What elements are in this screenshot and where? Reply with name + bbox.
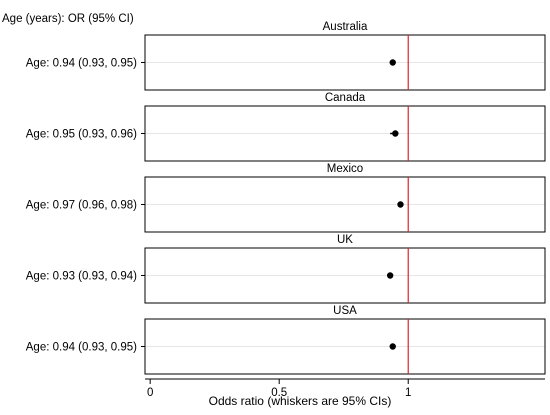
x-tick-label: 0 <box>147 387 153 399</box>
row-label: Age: 0.94 (0.93, 0.95) <box>26 58 137 70</box>
row-label: Age: 0.94 (0.93, 0.95) <box>26 342 137 354</box>
panels-group: Australia Age: 0.94 (0.93, 0.95) Canada Age… <box>26 21 546 375</box>
odds-ratio-point <box>389 59 396 66</box>
x-axis: 0 0.5 1 <box>145 378 545 399</box>
odds-ratio-point <box>386 272 394 279</box>
panel: Mexico Age: 0.97 (0.96, 0.98) <box>26 163 546 233</box>
x-tick-label: 0.5 <box>271 387 287 399</box>
row-label: Age: 0.97 (0.96, 0.98) <box>26 200 137 212</box>
panel: USA Age: 0.94 (0.93, 0.95) <box>26 305 546 375</box>
odds-ratio-point <box>392 130 399 137</box>
panel: Canada Age: 0.95 (0.93, 0.96) <box>26 92 546 162</box>
row-label: Age: 0.95 (0.93, 0.96) <box>26 129 137 141</box>
row-label: Age: 0.93 (0.93, 0.94) <box>26 271 137 283</box>
panel-title: Mexico <box>327 163 363 175</box>
x-tick-label: 1 <box>405 387 411 399</box>
panel-title: USA <box>333 305 357 317</box>
panel-title: UK <box>337 234 353 246</box>
x-axis-label: Odds ratio (whiskers are 95% CIs) <box>209 394 392 408</box>
header-label: Age (years): OR (95% CI) <box>2 13 134 25</box>
odds-ratio-point <box>389 343 396 350</box>
panel: UK Age: 0.93 (0.93, 0.94) <box>26 234 546 304</box>
panel-title: Canada <box>325 92 366 104</box>
panel: Australia Age: 0.94 (0.93, 0.95) <box>26 21 546 91</box>
odds-ratio-point <box>397 201 404 208</box>
panel-title: Australia <box>323 21 368 33</box>
